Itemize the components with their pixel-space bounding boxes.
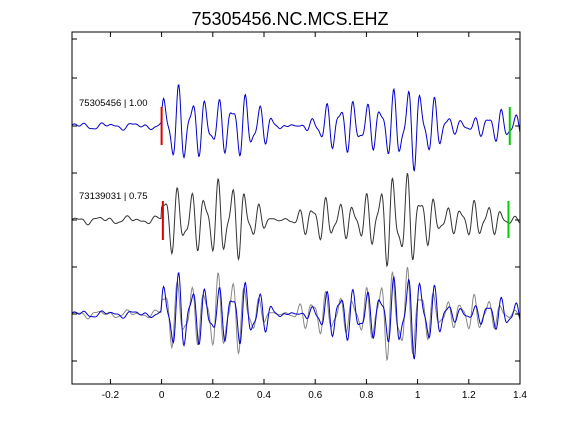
- plot-area: [71, 84, 521, 362]
- x-tick-label: 1.2: [462, 390, 476, 401]
- x-tick-label: 0.8: [359, 390, 373, 401]
- x-tick-label: 0: [159, 390, 165, 401]
- x-tick-label: 0.2: [206, 390, 220, 401]
- trace-label-match: 73139031 | 0.75: [79, 191, 148, 202]
- axes-frame: [71, 31, 521, 385]
- trace-match: [71, 173, 521, 268]
- trace-label-reference: 75305456 | 1.00: [79, 98, 148, 109]
- x-tick-label: 1: [415, 390, 421, 401]
- x-tick-label: 1.4: [513, 390, 527, 401]
- trace-overlay-reference: [71, 272, 521, 360]
- x-tick-label: 0.4: [257, 390, 271, 401]
- x-tick-label: -0.2: [102, 390, 120, 401]
- chart-title: 75305456.NC.MCS.EHZ: [191, 9, 388, 29]
- trace-reference: [71, 84, 521, 172]
- y-axis: [72, 38, 520, 362]
- x-tick-label: 0.6: [308, 390, 322, 401]
- trace-overlay-match: [71, 267, 521, 362]
- x-axis: -0.2 0 0.2 0.4 0.6 0.8 1 1.2 1.4: [102, 32, 527, 401]
